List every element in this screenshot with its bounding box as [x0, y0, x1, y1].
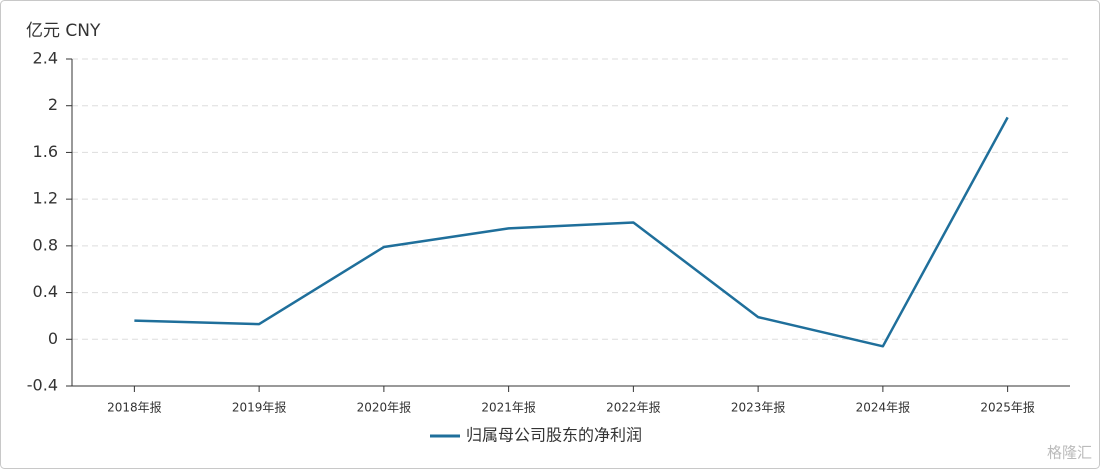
unit-label: 亿元 CNY	[26, 21, 101, 41]
x-tick-label: 2020年报	[357, 400, 412, 415]
x-tick-label: 2021年报	[481, 400, 536, 415]
y-tick-label: 1.6	[33, 142, 58, 161]
x-tick-label: 2018年报	[107, 400, 162, 415]
y-tick-label: 1.2	[33, 189, 58, 208]
x-tick-label: 2023年报	[731, 400, 786, 415]
watermark: 格隆汇	[1047, 444, 1092, 462]
y-tick-label: 0	[48, 329, 58, 348]
y-tick-label: 2.4	[33, 49, 58, 68]
x-tick-label: 2019年报	[232, 400, 287, 415]
legend-label: 归属母公司股东的净利润	[466, 426, 642, 445]
y-tick-label: -0.4	[27, 376, 58, 395]
y-tick-label: 2	[48, 95, 58, 114]
x-tick-label: 2024年报	[856, 400, 911, 415]
x-tick-label: 2025年报	[980, 400, 1035, 415]
data-line	[134, 116, 1009, 348]
y-tick-label: 0.4	[33, 282, 58, 301]
x-tick-label: 2022年报	[606, 400, 661, 415]
y-tick-label: 0.8	[33, 235, 58, 254]
